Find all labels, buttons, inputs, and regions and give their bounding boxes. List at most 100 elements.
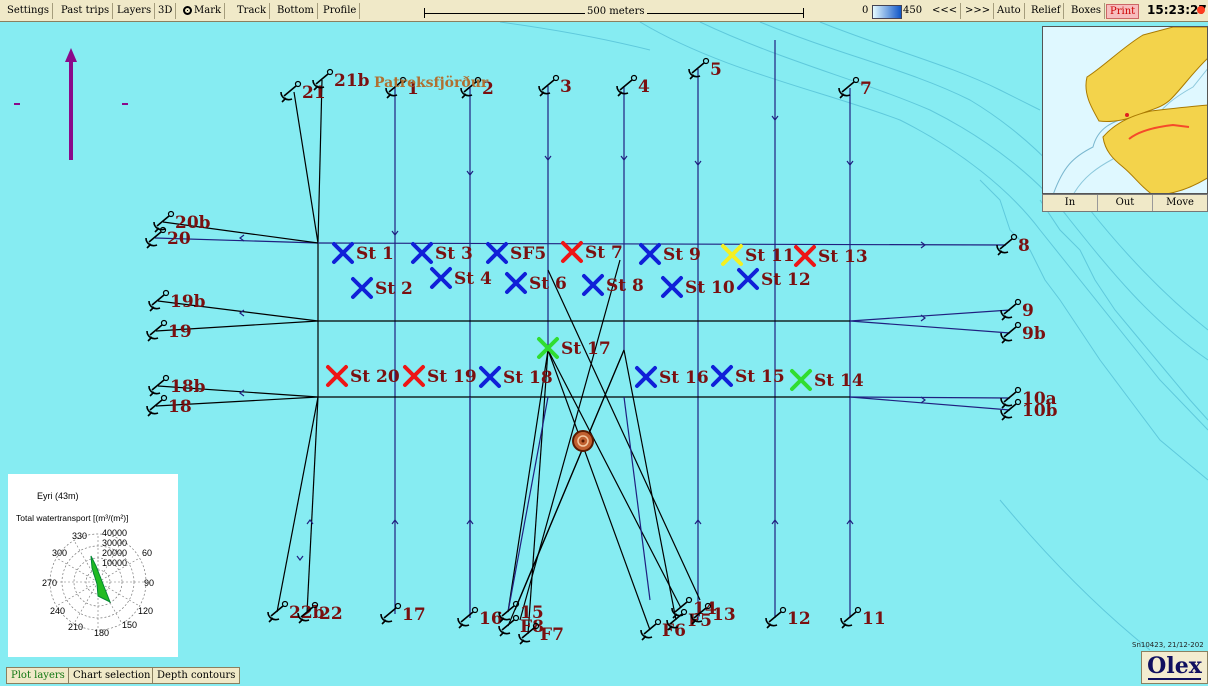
station-x-icon — [413, 244, 431, 262]
station-marker[interactable]: St 12 — [739, 270, 811, 290]
chart-selection-button[interactable]: Chart selection — [68, 667, 155, 684]
station-marker[interactable]: St 19 — [405, 367, 477, 387]
station-x-icon — [723, 246, 741, 264]
anchor-label: 17 — [402, 605, 426, 625]
station-label: St 19 — [427, 367, 477, 387]
station-marker[interactable]: St 3 — [413, 244, 473, 264]
boxes-button[interactable]: Boxes — [1068, 3, 1105, 19]
station-marker[interactable]: St 18 — [481, 368, 553, 388]
depth-color-bar[interactable] — [872, 5, 902, 19]
station-marker[interactable]: St 7 — [563, 243, 623, 263]
rose-angle-label: 120 — [138, 606, 153, 616]
move-button[interactable]: Move — [1153, 195, 1207, 211]
station-marker[interactable]: St 10 — [663, 278, 735, 298]
scale-tick-left — [424, 8, 425, 18]
depth-contours-button[interactable]: Depth contours — [152, 667, 240, 684]
station-marker[interactable]: St 15 — [713, 367, 785, 387]
olex-logo[interactable]: Olex — [1141, 651, 1208, 684]
place-label: Patreksfjörður — [374, 75, 489, 91]
anchor-icon[interactable]: 22b — [268, 602, 325, 624]
rose-angle-label: 330 — [72, 531, 87, 541]
rose-ring-label: 10000 — [102, 558, 127, 568]
station-marker[interactable]: St 20 — [328, 367, 400, 387]
layers-button[interactable]: Layers — [114, 3, 155, 19]
rose-angle-label: 90 — [144, 578, 154, 588]
station-label: St 16 — [659, 368, 709, 388]
anchor-icon[interactable]: 16 — [458, 608, 503, 630]
profile-button[interactable]: Profile — [320, 3, 360, 19]
zoom-out-button[interactable]: Out — [1098, 195, 1153, 211]
anchor-icon[interactable]: 18b — [149, 376, 206, 398]
station-label: St 8 — [606, 276, 644, 296]
overview-map[interactable] — [1042, 26, 1208, 194]
mark-button[interactable]: Mark — [180, 3, 225, 19]
track-line — [528, 350, 548, 634]
record-icon[interactable] — [1197, 6, 1205, 14]
anchor-icon[interactable]: 10b — [1001, 400, 1058, 422]
depth-contour-line — [1000, 500, 1150, 650]
anchor-icon[interactable]: 11 — [841, 608, 886, 630]
past-trips-button[interactable]: Past trips — [58, 3, 113, 19]
anchor-icon[interactable]: 21b — [313, 70, 370, 92]
track-button[interactable]: Track — [234, 3, 270, 19]
station-label: St 1 — [356, 244, 394, 264]
settings-button[interactable]: Settings — [4, 3, 53, 19]
anchor-icon[interactable]: 18 — [147, 396, 192, 418]
3d-button[interactable]: 3D — [155, 3, 176, 19]
anchor-icon[interactable]: 19 — [147, 321, 192, 343]
station-marker[interactable]: St 13 — [796, 247, 868, 267]
anchor-label: 7 — [860, 79, 872, 99]
station-marker[interactable]: St 1 — [334, 244, 394, 264]
track-arrow — [240, 390, 244, 396]
anchor-icon[interactable]: 7 — [839, 78, 872, 100]
anchor-label: 20 — [167, 229, 191, 249]
station-x-icon — [353, 279, 371, 297]
anchor-label: 10b — [1022, 401, 1058, 421]
depth-contour-line — [500, 22, 650, 50]
bottom-button[interactable]: Bottom — [274, 3, 318, 19]
anchor-icon[interactable]: 5 — [689, 59, 722, 81]
plot-layers-button[interactable]: Plot layers — [6, 667, 70, 684]
rose-ring-label: 20000 — [102, 548, 127, 558]
station-label: St 9 — [663, 245, 701, 265]
anchor-icon[interactable]: 19b — [149, 291, 206, 313]
station-marker[interactable]: St 4 — [432, 269, 492, 289]
track-line — [515, 350, 624, 610]
track-line — [318, 243, 1006, 245]
anchor-icon[interactable]: 3 — [539, 76, 572, 98]
anchor-icon[interactable]: 12 — [766, 608, 811, 630]
station-x-icon — [637, 368, 655, 386]
relief-button[interactable]: Relief — [1028, 3, 1064, 19]
station-marker[interactable]: St 6 — [507, 274, 567, 294]
anchor-icon[interactable]: 21 — [281, 82, 326, 104]
overview-map-graphic — [1043, 27, 1208, 194]
anchor-icon[interactable]: 20 — [146, 228, 191, 250]
anchor-label: 12 — [787, 609, 811, 629]
anchor-label: 9b — [1022, 324, 1046, 344]
station-marker[interactable]: St 2 — [353, 279, 413, 299]
station-marker[interactable]: St 9 — [641, 245, 701, 265]
track-line — [548, 350, 681, 608]
auto-button[interactable]: Auto — [994, 3, 1025, 19]
station-marker[interactable]: SF5 — [488, 244, 546, 264]
anchor-icon[interactable]: 9b — [1001, 323, 1046, 345]
back-button[interactable]: <<< — [929, 3, 961, 19]
track-line — [520, 260, 620, 620]
anchor-icon[interactable]: 17 — [381, 604, 426, 626]
track-line — [294, 92, 318, 243]
zoom-in-button[interactable]: In — [1043, 195, 1098, 211]
station-marker[interactable]: St 16 — [637, 368, 709, 388]
anchor-icon[interactable]: F8 — [499, 616, 544, 638]
forward-button[interactable]: >>> — [962, 3, 994, 19]
station-marker[interactable]: St 8 — [584, 276, 644, 296]
rose-angle-label: 210 — [68, 622, 83, 632]
anchor-icon[interactable]: 4 — [617, 76, 650, 98]
station-label: St 10 — [685, 278, 735, 298]
station-label: St 12 — [761, 270, 811, 290]
scale-tick-right — [803, 8, 804, 18]
station-marker[interactable]: St 11 — [723, 246, 795, 266]
overview-map-controls: In Out Move — [1042, 194, 1208, 212]
station-marker[interactable]: St 14 — [792, 371, 864, 391]
print-button[interactable]: Print — [1106, 4, 1139, 19]
